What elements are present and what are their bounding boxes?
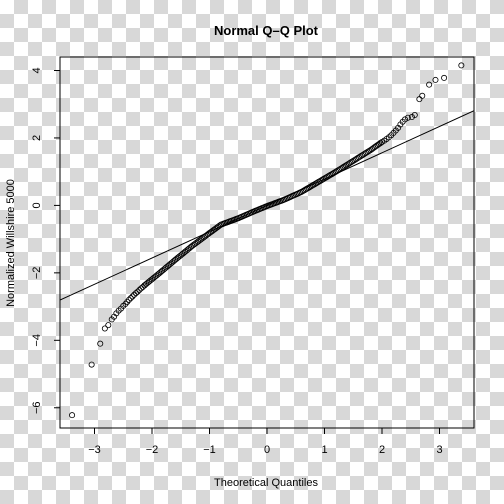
data-point	[312, 180, 319, 187]
data-point	[324, 173, 331, 180]
data-point	[441, 74, 448, 81]
data-point	[314, 179, 321, 186]
data-point	[88, 361, 95, 368]
data-point	[132, 290, 139, 297]
data-point	[458, 62, 465, 69]
data-point	[136, 287, 143, 294]
data-point	[419, 92, 426, 99]
x-axis-label: Theoretical Quantiles	[214, 477, 318, 489]
y-axis: −6 −4 −2 0 2 4	[31, 67, 60, 414]
data-point	[131, 291, 138, 298]
data-point	[126, 296, 133, 303]
y-tick-label: 4	[31, 67, 43, 73]
data-point	[129, 293, 136, 300]
data-point	[69, 412, 76, 419]
data-point	[308, 183, 315, 190]
data-point	[328, 171, 335, 178]
data-point	[122, 300, 129, 307]
data-point	[304, 185, 311, 192]
y-tick-label: −6	[31, 401, 43, 414]
data-point	[318, 177, 325, 184]
data-point	[124, 298, 131, 305]
data-point	[305, 184, 312, 191]
x-tick-label: −3	[88, 444, 101, 456]
y-tick-label: −2	[31, 267, 43, 280]
x-tick-label: 2	[379, 444, 385, 456]
data-point	[325, 172, 332, 179]
data-point	[411, 112, 418, 119]
data-point	[311, 181, 318, 188]
data-point	[331, 169, 338, 176]
data-point	[404, 114, 411, 121]
y-tick-label: 2	[31, 135, 43, 141]
data-point	[376, 141, 383, 148]
data-point	[138, 285, 145, 292]
data-points	[69, 62, 465, 419]
data-point	[301, 187, 308, 194]
y-axis-label: Normalized Willshire 5000	[5, 179, 17, 307]
plot-frame	[59, 56, 475, 429]
data-point	[97, 340, 104, 347]
data-point	[322, 174, 329, 181]
y-tick-label: 0	[31, 202, 43, 208]
y-tick-label: −4	[31, 334, 43, 347]
data-point	[330, 170, 337, 177]
data-point	[327, 172, 334, 179]
data-point	[377, 140, 384, 147]
data-point	[307, 183, 314, 190]
data-point	[101, 325, 108, 332]
data-point	[309, 182, 316, 189]
data-point	[299, 188, 306, 195]
x-tick-label: 0	[264, 444, 270, 456]
chart-title: Normal Q–Q Plot	[214, 23, 319, 38]
data-point	[426, 81, 433, 88]
data-point	[315, 178, 322, 185]
data-point	[432, 76, 439, 83]
x-tick-label: −1	[203, 444, 216, 456]
x-axis: −3 −2 −1 0 1 2 3	[88, 428, 443, 456]
data-point	[321, 175, 328, 182]
data-point	[105, 322, 112, 329]
data-point	[416, 96, 423, 103]
data-point	[127, 295, 134, 302]
data-point	[134, 288, 141, 295]
data-point	[298, 188, 305, 195]
x-tick-label: 1	[321, 444, 327, 456]
data-point	[317, 177, 324, 184]
data-point	[401, 116, 408, 123]
x-tick-label: 3	[436, 444, 442, 456]
x-tick-label: −2	[146, 444, 159, 456]
data-point	[320, 176, 327, 183]
data-point	[302, 186, 309, 193]
